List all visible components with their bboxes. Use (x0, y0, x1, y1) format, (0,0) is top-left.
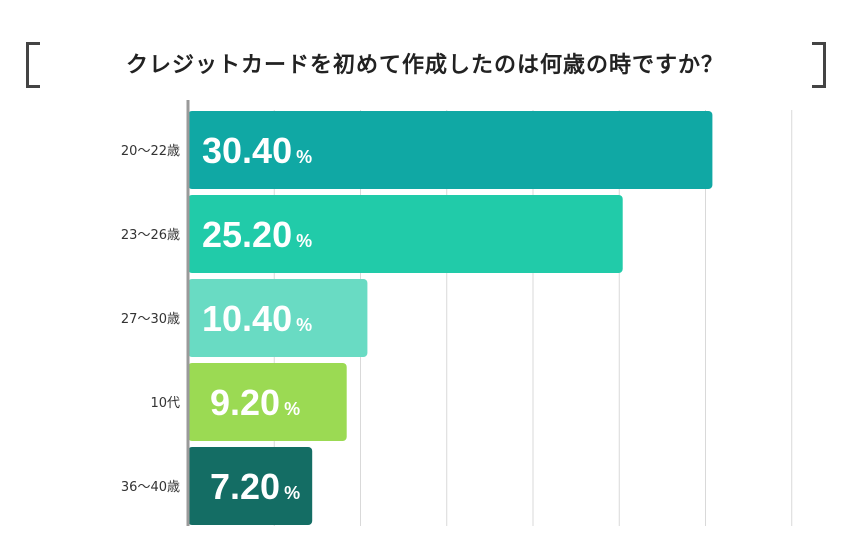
data-label: 7.20% (210, 466, 300, 507)
category-label: 27〜30歳 (121, 312, 180, 327)
data-label-unit: % (296, 315, 312, 335)
bar-group: 23〜26歳 25.20% (121, 195, 623, 273)
bar (188, 195, 623, 273)
chart-title: クレジットカードを初めて作成したのは何歳の時ですか？ (125, 53, 724, 78)
data-label: 25.20% (202, 214, 312, 255)
data-label: 10.40% (202, 298, 312, 339)
data-label: 9.20% (210, 382, 300, 423)
data-label-unit: % (284, 399, 300, 419)
category-label: 23〜26歳 (121, 228, 180, 243)
left-bracket-icon (26, 42, 40, 88)
category-label: 10代 (150, 396, 180, 411)
bar-group: 36〜40歳 7.20% (121, 447, 313, 525)
bar (188, 363, 347, 441)
data-label-unit: % (296, 231, 312, 251)
data-label-value: 9.20 (210, 382, 280, 423)
data-label-value: 7.20 (210, 466, 280, 507)
data-label-value: 25.20 (202, 214, 292, 255)
bar (188, 111, 713, 189)
category-label: 20〜22歳 (121, 144, 180, 159)
bar-group: 20〜22歳 30.40% (121, 111, 713, 189)
title-area: クレジットカードを初めて作成したのは何歳の時ですか？ (0, 0, 850, 100)
data-label: 30.40% (202, 130, 312, 171)
data-label-unit: % (296, 147, 312, 167)
bar (188, 447, 313, 525)
category-label: 36〜40歳 (121, 480, 180, 495)
bar (188, 279, 368, 357)
data-label-value: 10.40 (202, 298, 292, 339)
data-label-unit: % (284, 483, 300, 503)
right-bracket-icon (812, 42, 826, 88)
bar-group: 10代 9.20% (150, 363, 347, 441)
bars: 20〜22歳 30.40 % 23〜26歳 25.20 % 27〜30歳 10.40 % 10代 9… (121, 111, 713, 525)
data-label-value: 30.40 (202, 130, 292, 171)
bar-group: 27〜30歳 10.40% (121, 279, 368, 357)
